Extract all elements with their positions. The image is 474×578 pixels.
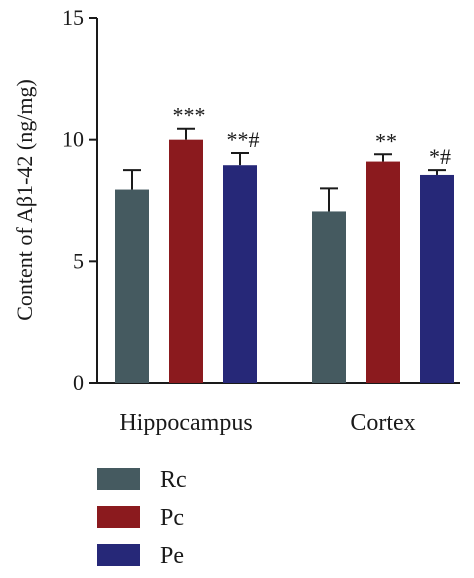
legend-swatch-pc <box>97 506 140 528</box>
bar-rc <box>115 189 149 383</box>
y-tick-label: 0 <box>73 370 84 395</box>
legend-swatch-rc <box>97 468 140 490</box>
legend-swatch-pe <box>97 544 140 566</box>
significance-label: **# <box>227 127 260 152</box>
legend-label: Pc <box>160 505 184 531</box>
bar-rc <box>312 211 346 383</box>
legend: Rc Pc Pe <box>97 467 187 569</box>
x-category-label: Cortex <box>350 410 415 436</box>
legend-label: Pe <box>160 543 184 569</box>
legend-label: Rc <box>160 467 187 493</box>
y-tick-label: 15 <box>62 5 84 30</box>
bar-pc <box>366 161 400 383</box>
y-tick-label: 10 <box>62 127 84 152</box>
significance-label: ** <box>375 128 397 153</box>
x-category-label: Hippocampus <box>119 410 252 436</box>
significance-label: *** <box>173 103 206 128</box>
y-tick-label: 5 <box>73 248 84 273</box>
significance-label: *# <box>429 144 451 169</box>
y-axis-label: Content of Aβ1-42 (ng/mg) <box>12 79 37 321</box>
bar-pc <box>169 139 203 383</box>
bar-pe <box>223 165 257 383</box>
plot-area: 0 5 10 15 *** **# Hippocampus ** *# Cortex <box>62 5 460 436</box>
bar-pe <box>420 174 454 383</box>
